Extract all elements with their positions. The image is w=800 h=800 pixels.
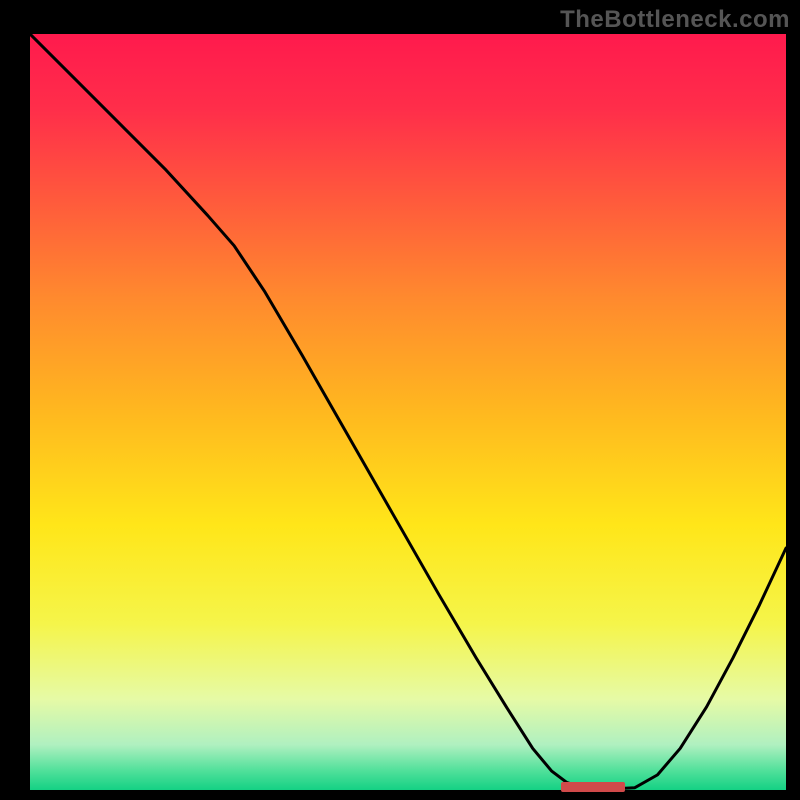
watermark-text: TheBottleneck.com — [560, 6, 790, 34]
bottleneck-curve — [30, 34, 786, 789]
chart-container: TheBottleneck.com — [0, 0, 800, 800]
plot-area — [30, 34, 786, 790]
curve-layer — [30, 34, 786, 790]
optimal-marker — [561, 782, 625, 791]
